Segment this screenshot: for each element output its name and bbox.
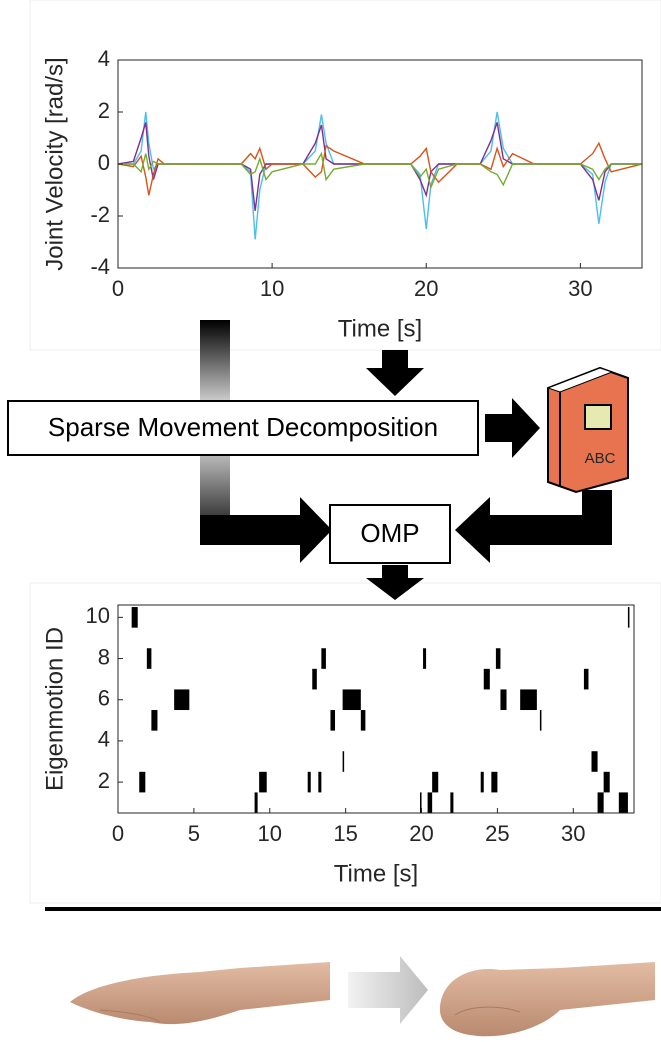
panel-frame bbox=[29, 582, 661, 904]
event bbox=[627, 607, 630, 628]
book-label: ABC bbox=[585, 450, 616, 467]
x-tick-label: 30 bbox=[568, 276, 592, 301]
event bbox=[539, 710, 542, 731]
event bbox=[312, 668, 317, 690]
event bbox=[450, 792, 454, 813]
x-tick-label: 0 bbox=[112, 276, 124, 301]
y-tick-label: 2 bbox=[98, 768, 110, 793]
y-tick-label: 4 bbox=[98, 727, 110, 752]
event bbox=[151, 710, 158, 731]
process-box bbox=[7, 400, 479, 456]
x-tick-label: 30 bbox=[561, 821, 585, 846]
event bbox=[483, 668, 490, 690]
arrow bbox=[485, 398, 540, 458]
event bbox=[491, 771, 498, 793]
dictionary-book: ABC bbox=[546, 366, 629, 494]
event bbox=[174, 689, 190, 711]
x-tick-label: 5 bbox=[188, 821, 200, 846]
transition-arrow bbox=[348, 956, 428, 1024]
y-axis-label: Eigenmotion ID bbox=[41, 627, 68, 791]
x-tick-label: 20 bbox=[414, 276, 438, 301]
y-tick-label: 0 bbox=[98, 150, 110, 175]
x-tick-label: 0 bbox=[112, 821, 124, 846]
event bbox=[342, 751, 345, 772]
event bbox=[420, 792, 422, 813]
y-tick-label: 2 bbox=[98, 98, 110, 123]
event bbox=[342, 689, 361, 711]
event bbox=[495, 648, 501, 669]
event bbox=[131, 607, 138, 628]
event bbox=[500, 689, 507, 711]
arrow bbox=[200, 497, 332, 563]
arrow bbox=[366, 350, 424, 396]
x-axis-label: Time [s] bbox=[338, 315, 422, 342]
y-tick-label: 8 bbox=[98, 644, 110, 669]
axes-box bbox=[117, 604, 635, 814]
process-label: Sparse Movement Decomposition bbox=[48, 412, 438, 442]
event bbox=[597, 792, 604, 813]
y-axis-label: Joint Velocity [rad/s] bbox=[41, 57, 68, 270]
series-line bbox=[118, 141, 642, 196]
x-tick-label: 10 bbox=[260, 276, 284, 301]
event bbox=[591, 751, 598, 772]
event bbox=[321, 648, 326, 669]
x-tick-label: 15 bbox=[333, 821, 357, 846]
y-tick-label: -4 bbox=[90, 254, 110, 279]
y-tick-label: 6 bbox=[98, 686, 110, 711]
chart: 0 10 20 30 -4 -2 0 2 4 Time [s] Joint Velocity [ra… bbox=[41, 46, 643, 342]
hand-closed bbox=[440, 962, 655, 1037]
event bbox=[583, 668, 589, 690]
event bbox=[423, 648, 427, 669]
event bbox=[603, 771, 610, 793]
event bbox=[307, 771, 311, 793]
y-tick-label: 4 bbox=[98, 46, 110, 71]
x-tick-label: 20 bbox=[409, 821, 433, 846]
omp-label: OMP bbox=[360, 518, 419, 548]
arrow bbox=[455, 490, 612, 563]
x-tick-label: 10 bbox=[258, 821, 282, 846]
hand-open bbox=[70, 962, 330, 1025]
event bbox=[146, 648, 152, 669]
panel-frame bbox=[29, 0, 661, 351]
event bbox=[360, 710, 366, 731]
event bbox=[618, 792, 628, 813]
event bbox=[330, 710, 336, 731]
y-tick-label: 10 bbox=[86, 603, 110, 628]
event bbox=[432, 771, 439, 793]
chart: 0 5 10 15 20 25 30 2 4 6 8 10 Time [s] Eigenmotion ID bbox=[41, 603, 635, 887]
event bbox=[254, 792, 258, 813]
x-axis-label: Time [s] bbox=[334, 860, 418, 887]
event bbox=[318, 771, 322, 793]
event bbox=[480, 771, 484, 793]
omp-box bbox=[329, 504, 451, 564]
event bbox=[139, 771, 146, 793]
x-tick-label: 25 bbox=[485, 821, 509, 846]
event bbox=[259, 771, 267, 793]
event bbox=[427, 792, 433, 813]
y-tick-label: -2 bbox=[90, 202, 110, 227]
event bbox=[520, 689, 537, 711]
arrow bbox=[366, 565, 424, 600]
series-line bbox=[118, 151, 642, 190]
